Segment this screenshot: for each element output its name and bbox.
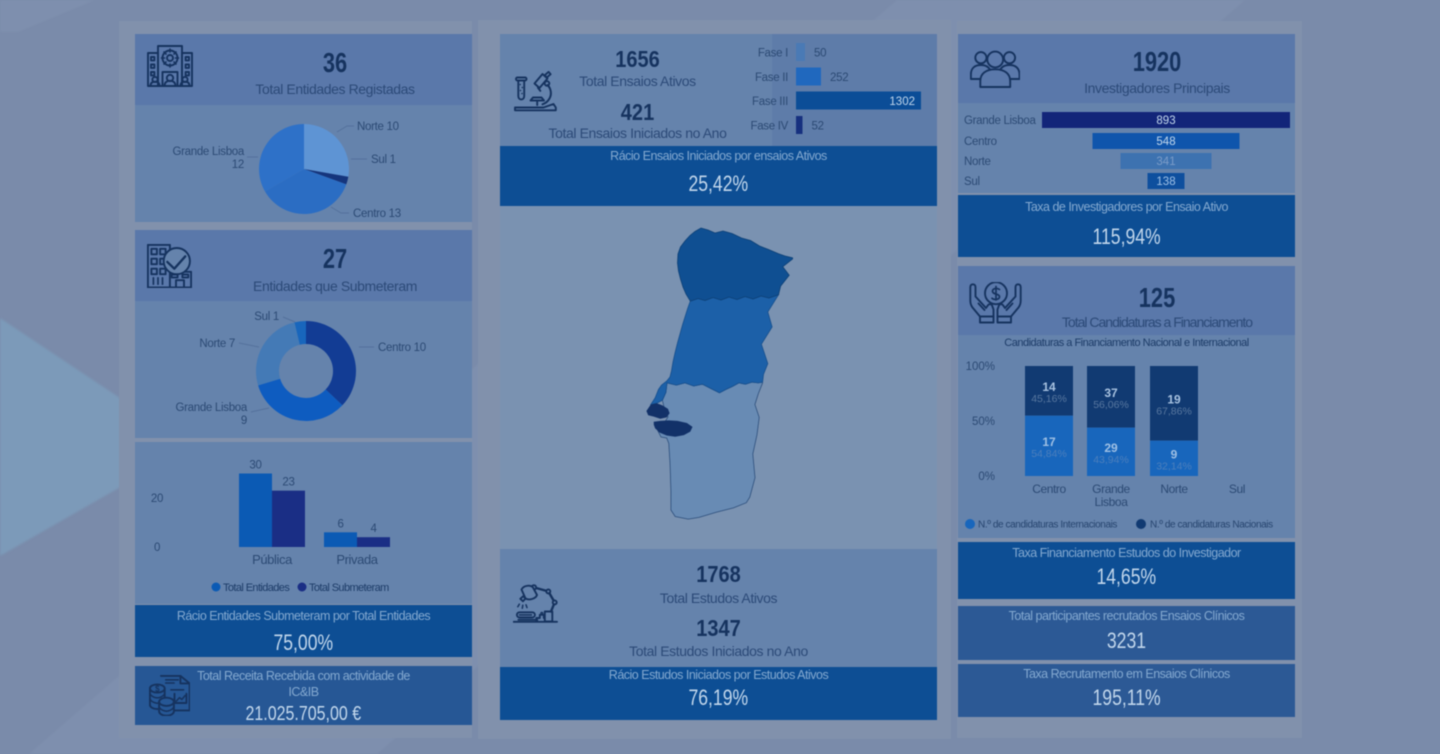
svg-text:Centro 10: Centro 10 xyxy=(378,342,426,354)
svg-text:6: 6 xyxy=(337,518,343,530)
svg-text:50: 50 xyxy=(814,48,826,60)
svg-text:52: 52 xyxy=(812,121,824,133)
svg-text:67,86%: 67,86% xyxy=(1156,405,1192,417)
svg-text:Norte: Norte xyxy=(964,156,991,168)
svg-text:893: 893 xyxy=(1156,115,1175,127)
svg-text:50%: 50% xyxy=(972,416,995,428)
svg-text:Grande Lisboa: Grande Lisboa xyxy=(172,146,244,158)
svg-text:Centro: Centro xyxy=(1032,482,1066,496)
svg-text:9: 9 xyxy=(1171,447,1178,461)
svg-text:14: 14 xyxy=(1042,380,1056,394)
svg-text:30: 30 xyxy=(249,460,261,472)
svg-text:12: 12 xyxy=(232,159,244,171)
svg-text:Privada: Privada xyxy=(336,552,378,567)
svg-text:Grande: Grande xyxy=(1092,482,1130,496)
svg-text:45,16%: 45,16% xyxy=(1031,393,1067,405)
svg-text:Sul 1: Sul 1 xyxy=(371,154,396,166)
svg-text:Norte 10: Norte 10 xyxy=(357,121,399,133)
svg-text:Centro: Centro xyxy=(964,136,997,148)
svg-text:1302: 1302 xyxy=(889,96,915,108)
svg-text:252: 252 xyxy=(830,72,848,84)
svg-text:Pública: Pública xyxy=(252,552,293,567)
svg-text:Norte 7: Norte 7 xyxy=(199,338,235,350)
svg-text:43,94%: 43,94% xyxy=(1093,454,1129,466)
svg-text:Fase I: Fase I xyxy=(758,48,788,60)
svg-text:138: 138 xyxy=(1156,176,1175,188)
svg-text:Centro 13: Centro 13 xyxy=(353,208,401,220)
svg-text:Norte: Norte xyxy=(1160,482,1188,496)
svg-text:Sul: Sul xyxy=(964,176,980,188)
svg-text:Fase II: Fase II xyxy=(755,72,788,84)
svg-text:0%: 0% xyxy=(978,471,995,483)
svg-text:100%: 100% xyxy=(966,361,995,373)
svg-text:Grande Lisboa: Grande Lisboa xyxy=(175,402,247,414)
svg-text:Fase IV: Fase IV xyxy=(750,121,788,133)
svg-text:Lisboa: Lisboa xyxy=(1095,495,1129,509)
svg-text:0: 0 xyxy=(154,542,160,554)
svg-text:$: $ xyxy=(155,684,160,693)
svg-text:19: 19 xyxy=(1167,392,1181,406)
svg-text:341: 341 xyxy=(1156,156,1175,168)
svg-text:548: 548 xyxy=(1156,136,1175,148)
svg-text:Grande Lisboa: Grande Lisboa xyxy=(964,115,1036,127)
svg-text:56,06%: 56,06% xyxy=(1093,399,1129,411)
svg-text:17: 17 xyxy=(1042,435,1056,449)
svg-text:Sul: Sul xyxy=(1229,482,1245,496)
svg-text:N.º de candidaturas Nacionais: N.º de candidaturas Nacionais xyxy=(1150,520,1273,531)
svg-text:20: 20 xyxy=(151,493,163,505)
svg-text:Sul 1: Sul 1 xyxy=(254,311,279,323)
svg-text:32,14%: 32,14% xyxy=(1156,460,1192,472)
svg-text:N.º de candidaturas Internacio: N.º de candidaturas Internacionais xyxy=(978,520,1117,531)
svg-text:Fase III: Fase III xyxy=(752,96,788,108)
svg-text:29: 29 xyxy=(1104,441,1118,455)
svg-text:4: 4 xyxy=(370,523,377,535)
svg-text:23: 23 xyxy=(282,477,294,489)
svg-text:9: 9 xyxy=(241,415,247,427)
svg-text:Total Entidades: Total Entidades xyxy=(223,582,290,594)
svg-text:Total Submeteram: Total Submeteram xyxy=(309,582,389,594)
svg-text:37: 37 xyxy=(1104,386,1118,400)
svg-text:54,84%: 54,84% xyxy=(1031,448,1067,460)
